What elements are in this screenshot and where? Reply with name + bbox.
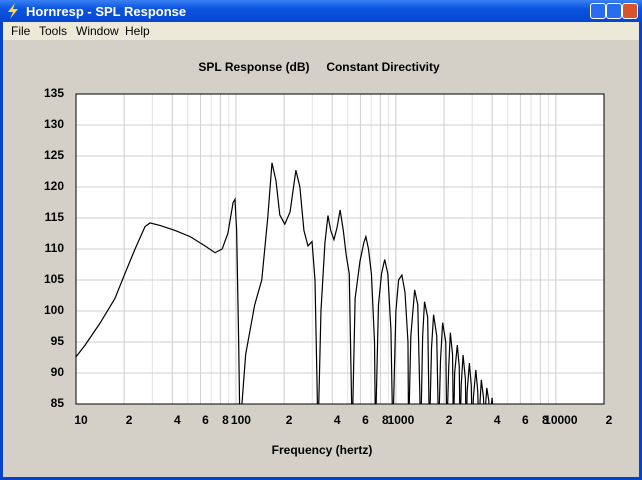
y-tick-label: 110 (45, 241, 65, 255)
x-axis-label: Frequency (hertz) (272, 443, 373, 457)
maximize-button[interactable] (606, 3, 622, 19)
y-tick-label: 95 (51, 334, 65, 348)
x-tick-label: 4 (334, 413, 341, 427)
x-tick-label: 2 (286, 413, 293, 427)
x-tick-label: 6 (522, 413, 529, 427)
plot-border (75, 93, 605, 405)
y-tick-label: 130 (44, 117, 64, 131)
window-title: Hornresp - SPL Response (26, 4, 187, 19)
x-tick-label: 6 (202, 413, 209, 427)
x-tick-label: 8 (542, 413, 549, 427)
spl-curve (76, 162, 494, 404)
x-tick-label: 2 (126, 413, 133, 427)
y-tick-label: 115 (45, 210, 65, 224)
x-tick-label: 2 (606, 413, 613, 427)
y-tick-label: 135 (44, 86, 64, 100)
y-tick-label: 90 (51, 365, 65, 379)
menu-item[interactable]: Help (125, 24, 150, 38)
y-tick-label: 125 (44, 148, 64, 162)
menu-item[interactable]: File (11, 24, 31, 38)
app-icon (8, 3, 18, 19)
title-bar: Hornresp - SPL Response (0, 0, 642, 22)
y-tick-label: 85 (51, 396, 65, 410)
x-tick-label: 10000 (544, 413, 578, 427)
x-tick-label: 1000 (388, 413, 415, 427)
chart: SPL Response (dB) Constant Directivity F… (44, 60, 613, 457)
x-tick-label: 8 (222, 413, 229, 427)
chart-subtitle: Constant Directivity (326, 60, 440, 74)
y-tick-label: 100 (44, 303, 64, 317)
x-tick-label: 6 (362, 413, 369, 427)
x-tick-label: 4 (174, 413, 181, 427)
menu-item[interactable]: Tools (39, 24, 68, 38)
y-tick-label: 105 (44, 272, 64, 286)
x-tick-label: 10 (74, 413, 88, 427)
x-tick-label: 8 (382, 413, 389, 427)
close-button[interactable] (622, 3, 638, 19)
minimize-button[interactable] (590, 3, 606, 19)
x-tick-label: 100 (231, 413, 251, 427)
y-tick-label: 120 (44, 179, 64, 193)
menu-item[interactable]: Window (76, 24, 119, 38)
chart-title: SPL Response (dB) (198, 60, 309, 74)
x-tick-label: 2 (446, 413, 453, 427)
menu-bar: File Tools Window Help (3, 22, 639, 40)
x-tick-label: 4 (494, 413, 501, 427)
